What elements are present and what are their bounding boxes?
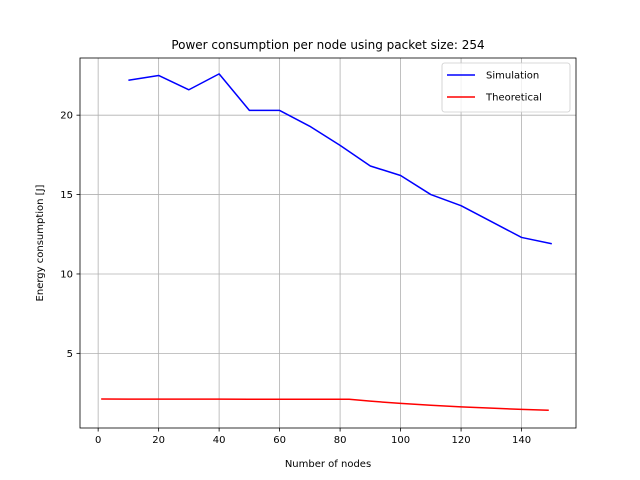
x-tick-label: 0 — [95, 435, 101, 446]
y-tick-label: 10 — [60, 269, 73, 280]
series-line-theoretical — [101, 398, 549, 411]
x-tick-label: 120 — [452, 435, 471, 446]
series-line-simulation — [128, 73, 552, 245]
legend-label: Theoretical — [485, 93, 542, 104]
x-tick-label: 100 — [391, 435, 410, 446]
x-tick-label: 40 — [213, 435, 226, 446]
x-tick-label: 80 — [334, 435, 347, 446]
series-layer — [101, 73, 552, 411]
axis-ticks: 0 20 40 60 80 100 120 140 5 10 15 20 — [60, 111, 531, 446]
y-tick-label: 20 — [60, 111, 73, 122]
x-tick-label: 20 — [152, 435, 165, 446]
grid-lines — [80, 58, 576, 428]
x-axis-label: Number of nodes — [285, 459, 371, 470]
chart-title: Power consumption per node using packet … — [171, 38, 484, 52]
legend-label: Simulation — [486, 71, 539, 82]
y-axis-label: Energy consumption [J] — [35, 184, 46, 301]
x-tick-label: 140 — [512, 435, 531, 446]
plot-frame — [79, 57, 577, 429]
y-tick-label: 5 — [67, 349, 73, 360]
x-tick-label: 60 — [273, 435, 286, 446]
y-tick-label: 15 — [60, 190, 73, 201]
legend: Simulation Theoretical — [441, 62, 571, 113]
